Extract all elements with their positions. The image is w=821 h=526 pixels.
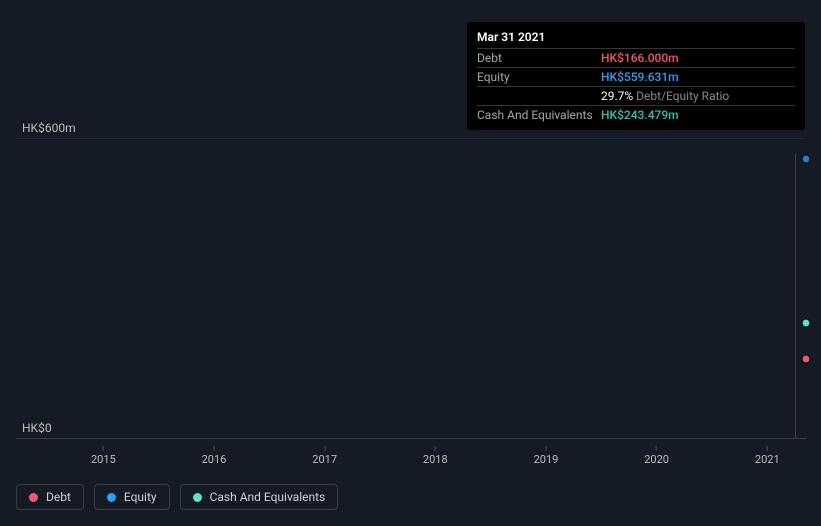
tooltip-label-ratio: [477, 89, 601, 103]
x-tick-label: 2021: [755, 453, 780, 466]
x-tick-label: 2019: [534, 453, 559, 466]
plot-area[interactable]: [48, 154, 806, 438]
plot-svg: [48, 154, 806, 438]
tooltip-label-cash: Cash And Equivalents: [477, 108, 601, 122]
gridline-top: [16, 138, 806, 139]
tooltip-row-equity: Equity HK$559.631m: [477, 67, 795, 86]
x-tick-mark: [435, 446, 436, 451]
tooltip-value-equity: HK$559.631m: [601, 70, 679, 84]
x-tick-2021: 2021: [755, 446, 780, 466]
x-tick-mark: [656, 446, 657, 451]
x-tick-mark: [767, 446, 768, 451]
tooltip-box: Mar 31 2021 Debt HK$166.000m Equity HK$5…: [467, 22, 805, 130]
x-tick-label: 2018: [423, 453, 448, 466]
endpoint-dot-debt: [802, 355, 811, 364]
x-tick-label: 2020: [644, 453, 669, 466]
legend-label-cash: Cash And Equivalents: [210, 490, 326, 504]
tooltip-row-ratio: 29.7% Debt/Equity Ratio: [477, 86, 795, 105]
gridline-zero: [16, 438, 806, 439]
x-tick-label: 2015: [91, 453, 116, 466]
tooltip-row-debt: Debt HK$166.000m: [477, 48, 795, 67]
legend-item-debt[interactable]: Debt: [16, 484, 84, 510]
tooltip-value-ratio: 29.7% Debt/Equity Ratio: [601, 89, 729, 103]
ratio-suffix: Debt/Equity Ratio: [636, 89, 729, 103]
x-tick-2017: 2017: [312, 446, 337, 466]
x-tick-2015: 2015: [91, 446, 116, 466]
x-tick-mark: [545, 446, 546, 451]
tooltip-label-equity: Equity: [477, 70, 601, 84]
tooltip-value-debt: HK$166.000m: [601, 51, 679, 65]
x-tick-label: 2016: [202, 453, 227, 466]
legend-dot-debt: [29, 493, 38, 502]
x-tick-mark: [324, 446, 325, 451]
x-tick-2018: 2018: [423, 446, 448, 466]
legend-item-equity[interactable]: Equity: [94, 484, 170, 510]
tooltip-title: Mar 31 2021: [477, 28, 795, 48]
endpoint-dot-cash: [802, 318, 811, 327]
x-tick-2020: 2020: [644, 446, 669, 466]
legend: Debt Equity Cash And Equivalents: [16, 484, 338, 510]
tooltip-value-cash: HK$243.479m: [601, 108, 679, 122]
x-tick-mark: [103, 446, 104, 451]
legend-dot-cash: [193, 493, 202, 502]
chart-container: Mar 31 2021 Debt HK$166.000m Equity HK$5…: [0, 0, 821, 526]
x-tick-2016: 2016: [202, 446, 227, 466]
x-tick-2019: 2019: [534, 446, 559, 466]
x-tick-label: 2017: [312, 453, 337, 466]
endpoint-dot-equity: [802, 154, 811, 163]
legend-dot-equity: [107, 493, 116, 502]
tooltip-row-cash: Cash And Equivalents HK$243.479m: [477, 105, 795, 124]
x-axis: 2015 2016 2017 2018 2019 2020 2021: [48, 446, 806, 464]
legend-item-cash[interactable]: Cash And Equivalents: [180, 484, 339, 510]
ratio-percent: 29.7%: [601, 89, 633, 103]
legend-label-debt: Debt: [46, 490, 71, 504]
legend-label-equity: Equity: [124, 490, 157, 504]
tooltip-label-debt: Debt: [477, 51, 601, 65]
y-axis-label-top: HK$600m: [22, 121, 76, 135]
x-tick-mark: [213, 446, 214, 451]
